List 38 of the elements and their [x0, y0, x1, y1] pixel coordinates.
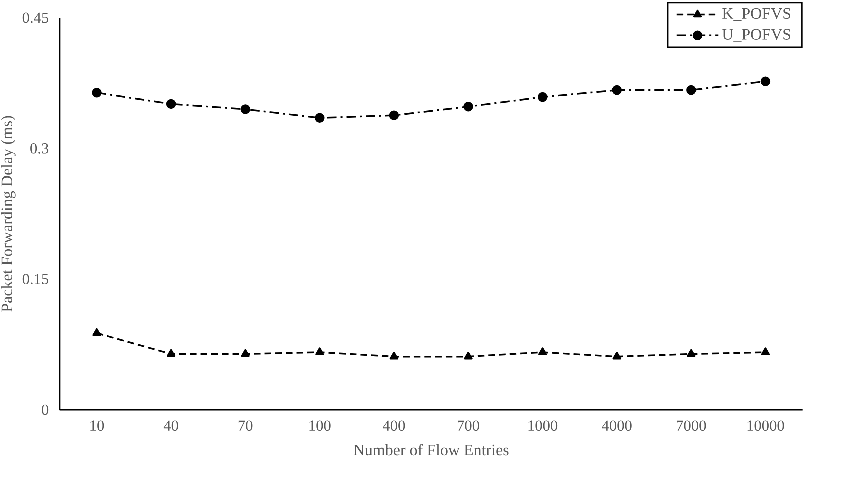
x-tick-label: 10000: [748, 420, 784, 432]
y-tick-label: 0.3: [30, 143, 49, 154]
point: [464, 102, 474, 112]
point: [92, 328, 102, 336]
point: [241, 349, 250, 358]
point: [166, 349, 176, 358]
point: [166, 99, 176, 110]
x-tick-label: 100: [310, 420, 331, 432]
point: [687, 349, 696, 358]
legend-label: K_POFVS: [722, 8, 791, 21]
point: [612, 85, 622, 96]
y-tick-label: 0: [42, 404, 49, 416]
y-tick-label: 0.15: [22, 274, 49, 285]
point: [316, 348, 324, 356]
x-tick-label: 1000: [528, 420, 558, 432]
x-tick-label: 7000: [677, 420, 706, 432]
point: [464, 352, 473, 360]
point: [686, 85, 696, 96]
point: [92, 88, 102, 98]
point: [760, 76, 771, 86]
point: [538, 92, 548, 102]
point: [538, 348, 548, 356]
x-tick-label: 700: [458, 420, 480, 432]
point: [612, 352, 622, 360]
x-axis-title: Number of Flow Entries: [354, 444, 509, 456]
x-tick-label: 10: [90, 420, 104, 432]
x-tick-label: 4000: [602, 420, 632, 432]
legend-label: U_POFVS: [722, 29, 791, 42]
x-tick-label: 40: [164, 420, 178, 432]
point: [390, 352, 399, 360]
y-tick-label: 0.45: [22, 12, 49, 24]
x-tick-label: 70: [238, 420, 253, 432]
y-axis-title: Packet Forwarding Delay (ms): [1, 116, 16, 312]
point: [315, 113, 325, 124]
point: [240, 104, 250, 114]
point: [389, 110, 400, 120]
x-tick-label: 400: [382, 420, 406, 432]
point: [761, 348, 770, 356]
